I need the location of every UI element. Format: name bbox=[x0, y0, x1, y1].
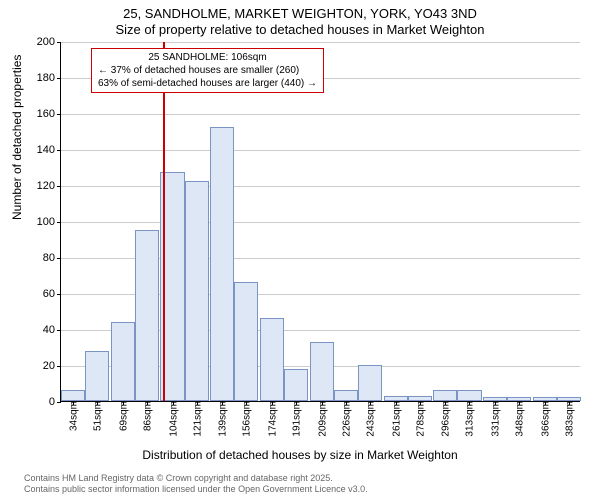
x-tick-label: 156sqm bbox=[240, 401, 253, 437]
y-tick-mark bbox=[57, 42, 61, 43]
histogram-bar bbox=[61, 390, 85, 401]
callout-box: 25 SANDHOLME: 106sqm ← 37% of detached h… bbox=[91, 48, 324, 93]
x-tick-label: 139sqm bbox=[216, 401, 229, 437]
y-tick-mark bbox=[57, 402, 61, 403]
x-tick-label: 51sqm bbox=[91, 401, 104, 431]
histogram-bar bbox=[310, 342, 334, 401]
y-tick-mark bbox=[57, 114, 61, 115]
chart-title-sub: Size of property relative to detached ho… bbox=[0, 22, 600, 37]
gridline bbox=[61, 186, 580, 187]
x-tick-label: 313sqm bbox=[463, 401, 476, 437]
y-axis-label: Number of detached properties bbox=[10, 55, 24, 220]
histogram-bar bbox=[135, 230, 159, 401]
x-tick-label: 34sqm bbox=[67, 401, 80, 431]
x-axis-label: Distribution of detached houses by size … bbox=[0, 448, 600, 462]
y-tick-mark bbox=[57, 258, 61, 259]
y-tick-mark bbox=[57, 186, 61, 187]
x-tick-label: 86sqm bbox=[140, 401, 153, 431]
histogram-bar bbox=[457, 390, 481, 401]
x-tick-label: 69sqm bbox=[116, 401, 129, 431]
histogram-bar bbox=[260, 318, 284, 401]
histogram-bar bbox=[111, 322, 135, 401]
plot-area: 020406080100120140160180200 25 SANDHOLME… bbox=[60, 42, 580, 402]
x-tick-label: 348sqm bbox=[513, 401, 526, 437]
y-tick-mark bbox=[57, 294, 61, 295]
x-tick-label: 243sqm bbox=[364, 401, 377, 437]
gridline bbox=[61, 150, 580, 151]
x-tick-label: 296sqm bbox=[439, 401, 452, 437]
histogram-bar bbox=[433, 390, 457, 401]
y-tick-mark bbox=[57, 330, 61, 331]
histogram-bar bbox=[85, 351, 109, 401]
x-tick-label: 261sqm bbox=[389, 401, 402, 437]
histogram-bar bbox=[234, 282, 258, 401]
chart-container: 25, SANDHOLME, MARKET WEIGHTON, YORK, YO… bbox=[0, 0, 600, 500]
gridline bbox=[61, 114, 580, 115]
y-tick-mark bbox=[57, 222, 61, 223]
x-tick-label: 104sqm bbox=[166, 401, 179, 437]
x-tick-label: 331sqm bbox=[489, 401, 502, 437]
chart-title-main: 25, SANDHOLME, MARKET WEIGHTON, YORK, YO… bbox=[0, 6, 600, 21]
histogram-bar bbox=[358, 365, 382, 401]
callout-line: 25 SANDHOLME: 106sqm bbox=[98, 51, 317, 64]
histogram-bar bbox=[210, 127, 234, 401]
x-tick-label: 121sqm bbox=[190, 401, 203, 437]
x-tick-label: 209sqm bbox=[315, 401, 328, 437]
y-tick-mark bbox=[57, 78, 61, 79]
x-tick-label: 226sqm bbox=[339, 401, 352, 437]
x-tick-label: 174sqm bbox=[265, 401, 278, 437]
callout-line: 63% of semi-detached houses are larger (… bbox=[98, 77, 317, 90]
gridline bbox=[61, 222, 580, 223]
x-tick-label: 366sqm bbox=[538, 401, 551, 437]
gridline bbox=[61, 42, 580, 43]
histogram-bar bbox=[334, 390, 358, 401]
x-tick-label: 191sqm bbox=[290, 401, 303, 437]
histogram-bar bbox=[284, 369, 308, 401]
footer-line: Contains HM Land Registry data © Crown c… bbox=[24, 473, 368, 485]
y-tick-mark bbox=[57, 366, 61, 367]
x-tick-label: 278sqm bbox=[413, 401, 426, 437]
histogram-bar bbox=[185, 181, 209, 401]
callout-line: ← 37% of detached houses are smaller (26… bbox=[98, 64, 317, 77]
footer-line: Contains public sector information licen… bbox=[24, 484, 368, 496]
reference-line bbox=[163, 42, 165, 401]
x-tick-label: 383sqm bbox=[562, 401, 575, 437]
footer-attribution: Contains HM Land Registry data © Crown c… bbox=[24, 473, 368, 496]
y-tick-mark bbox=[57, 150, 61, 151]
